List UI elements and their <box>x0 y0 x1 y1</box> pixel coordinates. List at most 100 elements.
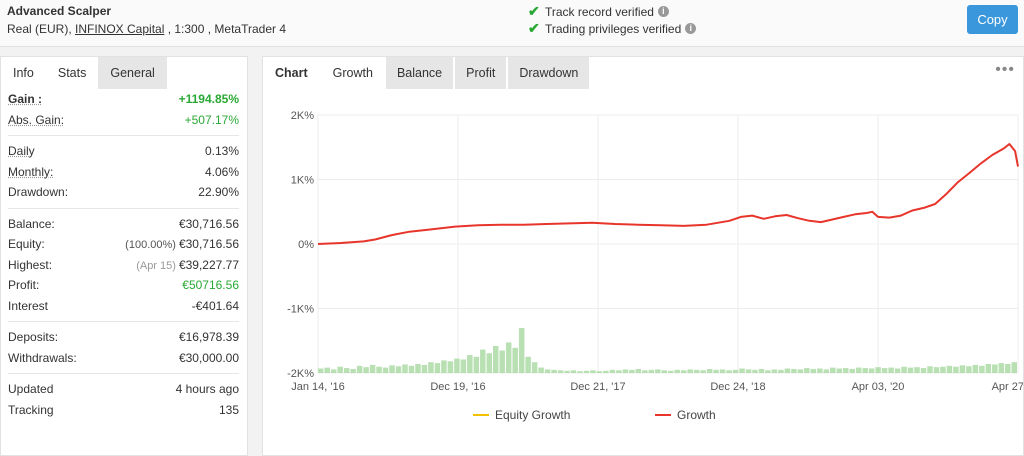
volume-bar <box>350 368 356 373</box>
volume-bar <box>337 366 343 373</box>
trading-privileges-status: ✔ Trading privileges verified i <box>528 20 697 37</box>
volume-bar <box>512 347 518 373</box>
interest-label: Interest <box>8 298 49 313</box>
volume-bar <box>713 369 719 373</box>
volume-bar <box>1011 362 1017 373</box>
volume-bar <box>395 366 402 373</box>
volume-bar <box>447 361 454 373</box>
equity-values: (100.00%) €30,716.56 <box>125 237 239 251</box>
stats-tabs: Info Stats General <box>1 57 247 89</box>
volume-bar <box>979 365 985 373</box>
copy-button[interactable]: Copy <box>967 5 1018 34</box>
volume-bar <box>389 365 395 373</box>
volume-bar <box>868 368 875 373</box>
divider <box>8 135 239 136</box>
volume-bar <box>706 368 713 373</box>
volume-bar <box>745 369 752 373</box>
volume-bar <box>408 365 415 373</box>
volume-bar <box>726 370 732 373</box>
volume-bar <box>590 370 596 373</box>
volume-bar <box>499 350 505 373</box>
volume-bar <box>700 370 706 373</box>
info-icon[interactable]: i <box>685 23 697 34</box>
check-icon: ✔ <box>528 20 540 36</box>
info-icon[interactable]: i <box>657 6 669 17</box>
volume-bar <box>946 365 953 373</box>
tab-profit[interactable]: Profit <box>455 57 507 89</box>
daily-label[interactable]: Daily <box>8 144 35 159</box>
volume-bar <box>888 367 894 373</box>
volume-bar <box>953 366 959 373</box>
volume-bar <box>629 369 635 373</box>
abs-gain-value: +507.17% <box>184 112 239 127</box>
account-name: Advanced Scalper <box>7 4 112 18</box>
deposits-value: €16,978.39 <box>178 330 239 345</box>
volume-bar <box>622 369 629 373</box>
more-options-icon[interactable]: ••• <box>995 61 1015 78</box>
chart-panel: Chart Growth Balance Profit Drawdown •••… <box>262 56 1024 456</box>
volume-bar <box>655 369 661 373</box>
updated-value: 4 hours ago <box>175 382 239 397</box>
volume-bar <box>467 355 473 373</box>
volume-bar <box>791 368 797 373</box>
y-tick-label: -2K% <box>287 368 314 380</box>
volume-bar <box>635 368 642 373</box>
broker-link[interactable]: INFINOX Capital <box>75 22 165 36</box>
volume-bar <box>480 349 486 373</box>
tab-drawdown[interactable]: Drawdown <box>508 57 590 89</box>
volume-bar <box>382 367 389 373</box>
deposits-label: Deposits: <box>8 330 59 345</box>
divider <box>8 373 239 374</box>
drawdown-label: Drawdown: <box>8 185 69 200</box>
tab-info[interactable]: Info <box>1 57 46 89</box>
chart-grid <box>317 114 1019 374</box>
profit-value: €50716.56 <box>182 278 239 293</box>
volume-bar <box>661 370 667 373</box>
gain-label[interactable]: Gain : <box>8 92 43 107</box>
volume-bar <box>668 370 674 373</box>
stats-panel: Info Stats General Gain : +1194.85% Abs.… <box>0 56 248 456</box>
monthly-label[interactable]: Monthly: <box>8 164 54 179</box>
tab-balance[interactable]: Balance <box>385 57 454 89</box>
volume-bar <box>525 356 531 373</box>
volume-bar <box>551 369 557 373</box>
volume-bar <box>441 360 447 373</box>
tab-stats[interactable]: Stats <box>45 57 99 89</box>
volume-bar <box>648 369 655 373</box>
volume-bar <box>428 362 434 373</box>
volume-bar <box>583 370 590 373</box>
interest-value: -€401.64 <box>191 298 239 313</box>
volume-bar <box>830 367 836 373</box>
volume-bar <box>324 367 330 373</box>
withdrawals-value: €30,000.00 <box>178 350 239 365</box>
daily-value: 0.13% <box>204 144 239 159</box>
profit-label: Profit: <box>8 278 40 293</box>
chart-legend: Equity Growth Growth <box>473 408 716 422</box>
volume-bar <box>421 364 428 373</box>
highest-values: (Apr 15) €39,227.77 <box>136 258 239 272</box>
volume-bar <box>680 370 687 373</box>
y-tick-label: 2K% <box>291 110 314 122</box>
account-leverage-platform: , 1:300 , MetaTrader 4 <box>164 22 286 36</box>
tab-growth[interactable]: Growth <box>321 57 384 89</box>
tab-general[interactable]: General <box>98 57 167 89</box>
volume-bar <box>642 370 648 373</box>
volume-bars <box>318 328 1017 373</box>
stat-equity: Equity: (100.00%) €30,716.56 <box>8 234 239 255</box>
volume-bar <box>473 356 480 373</box>
volume-bar <box>693 369 700 373</box>
balance-value: €30,716.56 <box>178 216 239 231</box>
equity-percent: (100.00%) <box>125 239 176 252</box>
y-axis-labels: 2K% 1K% 0% -1K% -2K% <box>287 110 314 380</box>
volume-bar <box>732 369 739 373</box>
volume-bar <box>402 364 408 373</box>
volume-bar <box>376 366 382 373</box>
abs-gain-label[interactable]: Abs. Gain: <box>8 112 65 127</box>
volume-bar <box>363 367 369 373</box>
check-icon: ✔ <box>528 3 540 19</box>
volume-bar <box>538 367 544 373</box>
x-axis-labels: Jan 14, '16 Dec 19, '16 Dec 21, '17 Dec 24,… <box>291 381 1023 393</box>
volume-bar <box>356 365 363 373</box>
volume-bar <box>577 371 583 373</box>
volume-bar <box>920 368 927 373</box>
